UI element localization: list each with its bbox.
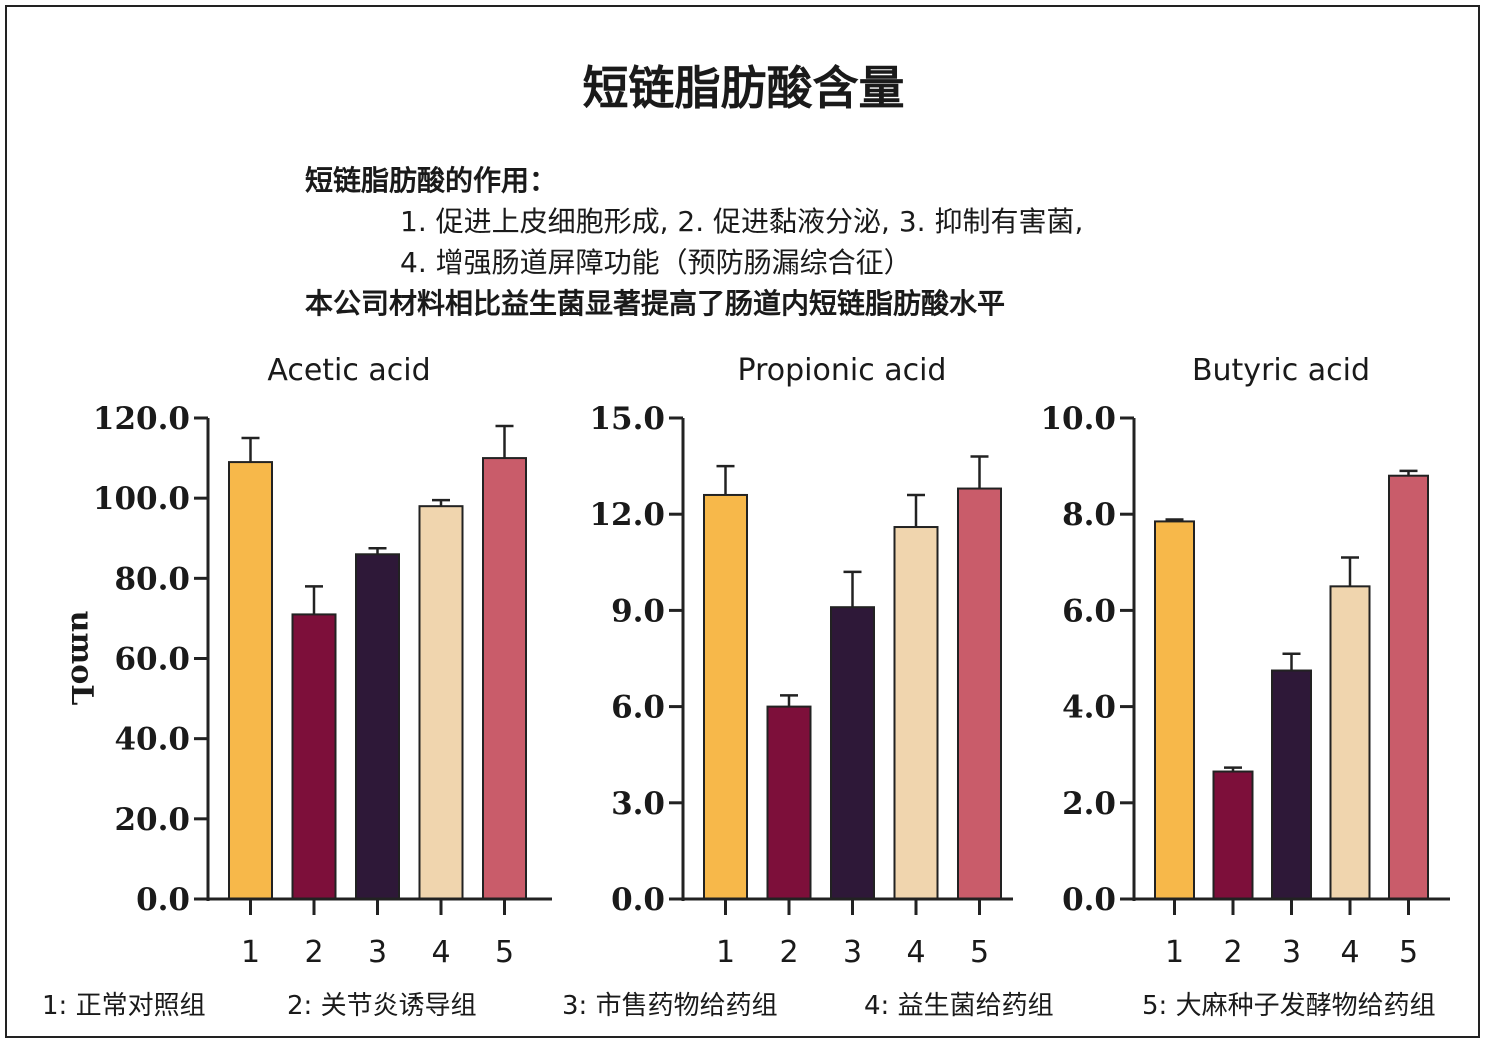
legend-item-4: 4: 益生菌给药组 — [864, 991, 1054, 1021]
page-title: 短链脂肪酸含量 — [582, 61, 905, 115]
bar-3-5 — [1388, 474, 1429, 900]
legend-item-5: 5: 大麻种子发酵物给药组 — [1142, 991, 1436, 1021]
x-tick-label-1-3: 3 — [368, 935, 387, 970]
x-tick-label-2-1: 1 — [716, 935, 735, 970]
y-tick-label-1-4: 80.0 — [114, 561, 190, 597]
x-tick-label-3-5: 5 — [1399, 935, 1418, 970]
bar-2-3 — [830, 606, 875, 901]
bar-2-4 — [893, 526, 939, 900]
y-tick-label-2-2: 6.0 — [611, 690, 665, 726]
bar-1-5 — [482, 457, 527, 900]
x-tick-label-2-5: 5 — [970, 935, 989, 970]
y-tick-label-3-0: 0.0 — [1062, 882, 1116, 918]
bar-3-4 — [1329, 585, 1371, 900]
chart-title-3: Butyric acid — [1192, 353, 1370, 388]
chart-title-2: Propionic acid — [738, 353, 947, 388]
bar-3-3 — [1271, 669, 1312, 901]
y-tick-label-2-3: 9.0 — [611, 593, 665, 629]
y-tick-label-1-3: 60.0 — [114, 642, 190, 678]
bar-2-5 — [957, 487, 1002, 900]
x-tick-label-3-1: 1 — [1165, 935, 1184, 970]
figure-frame — [5, 5, 1480, 1038]
y-tick-label-3-2: 4.0 — [1062, 690, 1116, 726]
x-tick-label-2-4: 4 — [906, 935, 925, 970]
y-tick-label-2-4: 12.0 — [589, 497, 665, 533]
bar-1-1 — [228, 461, 273, 900]
y-tick-label-1-6: 120.0 — [93, 401, 190, 437]
y-tick-label-1-2: 40.0 — [114, 722, 190, 758]
y-axis-label: umoL — [64, 611, 99, 706]
intro-text-block: 短链脂肪酸的作用： 1. 促进上皮细胞形成, 2. 促进黏液分泌, 3. 抑制有… — [305, 160, 1083, 324]
legend-item-2: 2: 关节炎诱导组 — [287, 991, 477, 1021]
x-tick-label-2-2: 2 — [779, 935, 798, 970]
x-tick-label-1-2: 2 — [304, 935, 323, 970]
y-tick-label-1-0: 0.0 — [136, 882, 190, 918]
y-tick-label-1-5: 100.0 — [93, 481, 190, 517]
bar-2-2 — [766, 705, 812, 900]
y-tick-label-2-1: 3.0 — [611, 786, 665, 822]
legend-item-3: 3: 市售药物给药组 — [562, 991, 778, 1021]
bar-1-2 — [291, 613, 337, 900]
y-tick-label-3-3: 6.0 — [1062, 593, 1116, 629]
bar-1-4 — [418, 505, 464, 900]
bar-2-1 — [703, 493, 748, 900]
y-tick-label-1-1: 20.0 — [114, 802, 190, 838]
legend-item-1: 1: 正常对照组 — [42, 991, 206, 1021]
intro-line-2: 4. 增强肠道屏障功能（预防肠漏综合征） — [400, 246, 912, 279]
bar-3-1 — [1154, 520, 1195, 900]
y-tick-label-3-5: 10.0 — [1040, 401, 1116, 437]
x-tick-label-1-4: 4 — [431, 935, 450, 970]
intro-heading: 短链脂肪酸的作用： — [305, 164, 558, 197]
x-tick-label-3-3: 3 — [1282, 935, 1301, 970]
x-tick-label-1-1: 1 — [241, 935, 260, 970]
x-tick-label-3-2: 2 — [1223, 935, 1242, 970]
x-tick-label-1-5: 5 — [495, 935, 514, 970]
bar-3-2 — [1212, 770, 1254, 900]
y-tick-label-2-0: 0.0 — [611, 882, 665, 918]
intro-line-1: 1. 促进上皮细胞形成, 2. 促进黏液分泌, 3. 抑制有害菌, — [400, 205, 1084, 238]
intro-conclusion: 本公司材料相比益生菌显著提高了肠道内短链脂肪酸水平 — [305, 287, 1006, 320]
bar-1-3 — [355, 553, 400, 900]
x-tick-label-3-4: 4 — [1340, 935, 1359, 970]
chart-title-1: Acetic acid — [267, 353, 430, 388]
y-tick-label-3-1: 2.0 — [1062, 786, 1116, 822]
x-tick-label-2-3: 3 — [843, 935, 862, 970]
y-tick-label-3-4: 8.0 — [1062, 497, 1116, 533]
y-tick-label-2-5: 15.0 — [589, 401, 665, 437]
